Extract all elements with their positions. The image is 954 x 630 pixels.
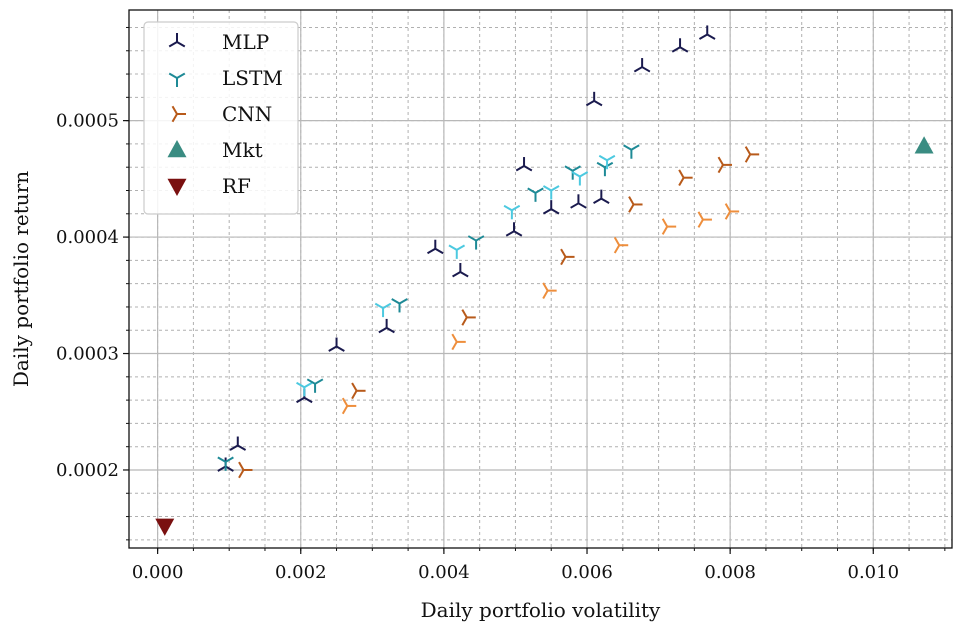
mlp-point [698, 25, 716, 40]
lstm-point [391, 298, 408, 313]
lstm-point [217, 456, 234, 471]
data-marks [155, 25, 934, 536]
cnn-point [628, 196, 643, 213]
x-tick-label: 0.010 [848, 562, 900, 583]
lstm-point [503, 204, 521, 220]
cnn-point [717, 156, 732, 174]
cnn-point [341, 397, 357, 415]
grid [129, 10, 952, 548]
cnn-point [542, 282, 557, 299]
cnn-point [560, 248, 575, 266]
cnn-point [351, 382, 366, 400]
legend-marker-cnn [171, 105, 186, 123]
mlp-point [452, 263, 469, 278]
y-tick-label: 0.0005 [56, 111, 119, 132]
plot-frame [128, 9, 953, 549]
lstm-point [542, 185, 560, 200]
mlp-point [633, 58, 651, 73]
x-tick-label: 0.006 [561, 562, 613, 583]
cnn-point [744, 146, 760, 163]
lstm-point [448, 244, 466, 259]
cnn-point [724, 203, 740, 220]
legend-box [143, 21, 299, 215]
lstm-point [527, 187, 544, 202]
lstm-point [596, 161, 614, 177]
x-tick-label: 0.002 [275, 562, 327, 583]
x-tick-label: 0.008 [704, 562, 756, 583]
y-axis-label: Daily portfolio return [9, 171, 33, 387]
mlp-point [515, 157, 533, 172]
cnn-point [613, 236, 629, 254]
legend-label-rf: RF [222, 174, 251, 198]
mlp-point [570, 194, 587, 209]
mlp-point [229, 436, 247, 451]
lstm-point [571, 171, 589, 186]
mlp-point [427, 239, 444, 255]
legend-marker-rf [167, 178, 187, 196]
cnn-point [238, 461, 253, 479]
cnn-point [451, 333, 466, 351]
x-tick-label: 0.004 [418, 562, 470, 583]
legend-label-cnn: CNN [222, 102, 272, 126]
legend-label-mlp: MLP [222, 30, 269, 54]
lstm-point [306, 378, 324, 393]
lstm-point [467, 235, 485, 250]
mlp-point [505, 222, 523, 237]
legend-label-mkt: Mkt [222, 138, 263, 162]
y-tick-label: 0.0003 [56, 344, 119, 365]
cnn-point [661, 218, 677, 235]
mlp-point [542, 200, 560, 215]
cnn-point [678, 169, 693, 186]
x-tick-label: 0.000 [132, 562, 184, 583]
rf-point [155, 518, 175, 536]
cnn-point [697, 211, 712, 228]
mlp-point [378, 318, 395, 334]
mkt-point [914, 136, 934, 154]
mlp-point [593, 189, 610, 205]
legend-label-lstm: LSTM [222, 66, 283, 90]
legend: MLP LSTM CNN Mkt RF [143, 21, 299, 215]
mlp-point [585, 91, 603, 107]
legend-marker-lstm [168, 72, 186, 87]
mlp-point [671, 38, 689, 53]
cnn-point [461, 309, 476, 326]
lstm-point [623, 144, 640, 159]
lstm-point [296, 381, 313, 397]
lstm-point [374, 302, 392, 318]
y-tick-label: 0.0002 [56, 460, 119, 481]
mlp-point [328, 337, 345, 352]
legend-marker-mkt [167, 140, 187, 158]
legend-marker-mlp [168, 33, 186, 48]
axis-ticks: 0.000 0.002 0.004 0.006 0.008 0.010 0.0002 0.00… [56, 26, 946, 583]
x-axis-label: Daily portfolio volatility [421, 598, 661, 622]
lstm-point [598, 154, 616, 170]
y-tick-label: 0.0004 [56, 227, 119, 248]
